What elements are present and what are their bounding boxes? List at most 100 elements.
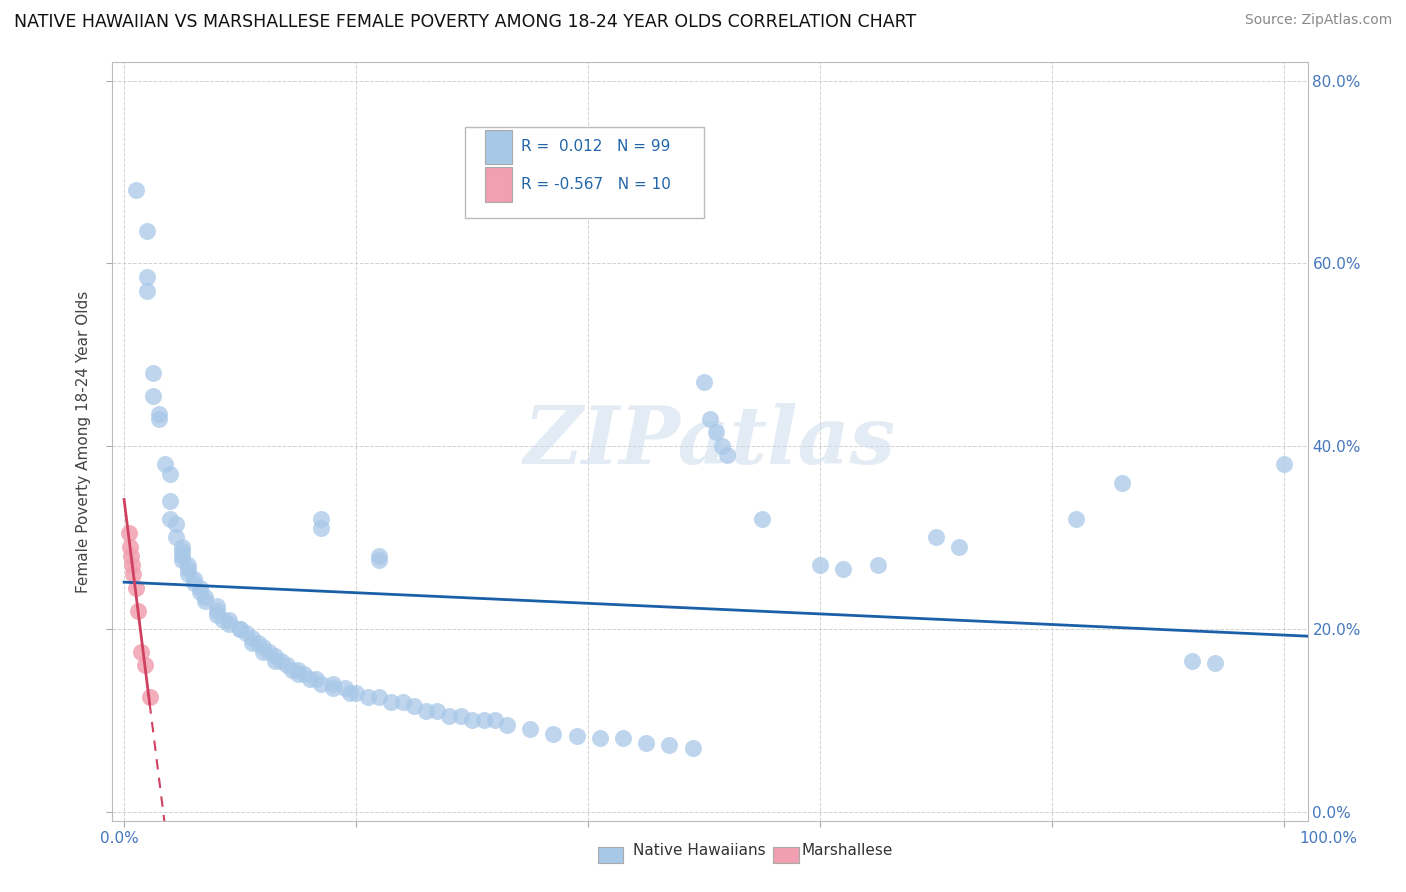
Point	[565, 729, 588, 743]
Point	[177, 562, 200, 576]
Point	[264, 649, 287, 664]
Point	[699, 411, 721, 425]
Point	[142, 366, 165, 380]
FancyBboxPatch shape	[485, 168, 512, 202]
Point	[380, 695, 402, 709]
Point	[172, 540, 194, 554]
Point	[252, 640, 274, 654]
Point	[125, 581, 148, 595]
Point	[194, 590, 217, 604]
Point	[205, 603, 228, 617]
Text: Source: ZipAtlas.com: Source: ZipAtlas.com	[1244, 13, 1392, 28]
Point	[333, 681, 356, 696]
Point	[177, 558, 200, 572]
Point	[240, 631, 263, 645]
Point	[472, 713, 495, 727]
Text: Native Hawaiians: Native Hawaiians	[633, 843, 765, 857]
Point	[183, 572, 205, 586]
Point	[461, 713, 484, 727]
Text: Marshallese: Marshallese	[801, 843, 893, 857]
Point	[287, 663, 309, 677]
Point	[252, 645, 274, 659]
Point	[159, 467, 181, 481]
Point	[276, 658, 298, 673]
Point	[339, 686, 361, 700]
Point	[751, 512, 773, 526]
Point	[118, 525, 141, 540]
FancyBboxPatch shape	[465, 127, 704, 218]
Point	[484, 713, 506, 727]
Point	[153, 458, 176, 472]
Point	[122, 566, 145, 581]
Point	[322, 676, 344, 690]
Point	[704, 425, 727, 440]
Point	[426, 704, 449, 718]
Point	[716, 448, 738, 462]
Point	[264, 654, 287, 668]
Point	[188, 581, 211, 595]
Point	[437, 708, 460, 723]
Point	[235, 626, 257, 640]
Point	[1204, 656, 1226, 670]
Point	[281, 663, 304, 677]
Point	[1111, 475, 1133, 490]
Point	[298, 672, 321, 686]
Point	[134, 658, 156, 673]
Point	[682, 740, 704, 755]
Point	[693, 375, 716, 389]
Point	[205, 608, 228, 623]
Point	[636, 736, 658, 750]
Point	[159, 512, 181, 526]
Point	[1064, 512, 1087, 526]
Point	[311, 521, 333, 535]
Point	[832, 562, 855, 576]
Point	[218, 617, 240, 632]
Point	[257, 645, 280, 659]
Point	[194, 594, 217, 608]
Point	[127, 603, 149, 617]
Point	[246, 635, 269, 649]
Point	[391, 695, 413, 709]
Point	[172, 544, 194, 558]
Point	[311, 512, 333, 526]
Point	[240, 635, 263, 649]
Point	[589, 731, 612, 746]
Point	[136, 270, 159, 285]
Point	[183, 576, 205, 591]
Point	[148, 411, 170, 425]
Point	[159, 494, 181, 508]
Point	[136, 224, 159, 238]
Point	[404, 699, 426, 714]
Point	[710, 439, 733, 453]
Point	[322, 681, 344, 696]
Point	[229, 622, 252, 636]
Point	[496, 717, 519, 731]
Point	[118, 540, 141, 554]
Point	[165, 531, 187, 545]
Text: 100.0%: 100.0%	[1299, 831, 1358, 846]
Point	[415, 704, 437, 718]
Point	[1180, 654, 1202, 668]
Point	[138, 690, 160, 705]
Point	[519, 723, 541, 737]
Point	[125, 183, 148, 197]
Point	[205, 599, 228, 613]
Point	[165, 516, 187, 531]
Text: R =  0.012   N = 99: R = 0.012 N = 99	[522, 139, 671, 154]
Point	[311, 676, 333, 690]
Point	[808, 558, 831, 572]
Point	[612, 731, 634, 746]
Text: R = -0.567   N = 10: R = -0.567 N = 10	[522, 177, 671, 192]
Point	[177, 566, 200, 581]
Point	[368, 553, 391, 567]
Point	[344, 686, 367, 700]
Point	[136, 284, 159, 298]
Text: NATIVE HAWAIIAN VS MARSHALLESE FEMALE POVERTY AMONG 18-24 YEAR OLDS CORRELATION : NATIVE HAWAIIAN VS MARSHALLESE FEMALE PO…	[14, 13, 917, 31]
Point	[1272, 458, 1295, 472]
Point	[543, 727, 565, 741]
Point	[229, 622, 252, 636]
Point	[131, 645, 153, 659]
Point	[142, 389, 165, 403]
Point	[270, 654, 292, 668]
Point	[218, 613, 240, 627]
